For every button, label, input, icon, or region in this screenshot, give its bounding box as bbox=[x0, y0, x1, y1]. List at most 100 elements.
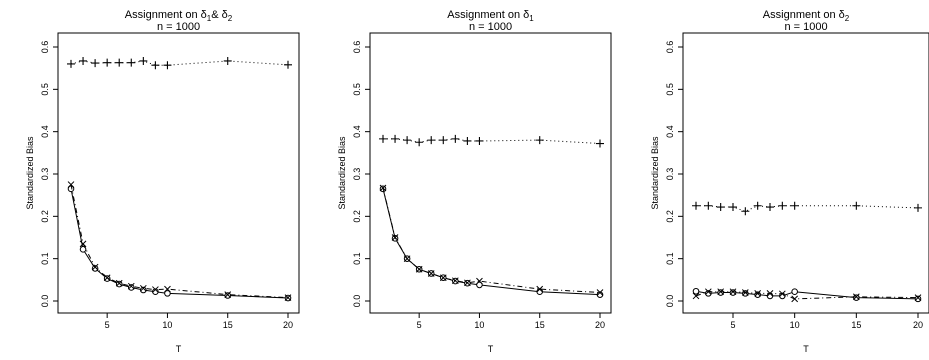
data-point-plus bbox=[914, 203, 922, 212]
title-text: & δ bbox=[211, 9, 228, 21]
series-line bbox=[695, 290, 919, 300]
data-point-plus bbox=[151, 61, 160, 70]
x-axis-label: T bbox=[488, 344, 494, 354]
x-tick-label: 15 bbox=[535, 320, 545, 330]
y-tick-label: 0.3 bbox=[40, 168, 50, 181]
chart-subtitle: n = 1000 bbox=[157, 21, 200, 33]
series-line bbox=[383, 138, 601, 144]
x-tick-label: 5 bbox=[417, 320, 422, 330]
series-cross bbox=[692, 288, 922, 303]
data-point-plus bbox=[463, 136, 472, 145]
data-point-circle bbox=[742, 290, 749, 297]
series-circle bbox=[379, 185, 604, 298]
data-point-cross bbox=[379, 184, 387, 192]
data-point-cross bbox=[284, 294, 292, 301]
x-tick-label: 5 bbox=[105, 320, 110, 330]
series-line bbox=[70, 188, 289, 299]
data-point-circle bbox=[476, 281, 483, 289]
data-point-cross bbox=[91, 263, 99, 271]
data-point-cross bbox=[103, 274, 111, 282]
series-plus bbox=[379, 134, 604, 148]
data-point-cross bbox=[115, 279, 123, 287]
data-point-cross bbox=[754, 290, 762, 297]
y-tick-label: 0.1 bbox=[40, 252, 50, 265]
data-point-plus bbox=[852, 201, 861, 210]
data-point-circle bbox=[164, 290, 171, 297]
data-point-plus bbox=[223, 56, 232, 65]
data-point-cross bbox=[427, 270, 435, 277]
data-point-plus bbox=[790, 201, 799, 210]
data-point-cross bbox=[127, 282, 135, 290]
x-tick-label: 20 bbox=[913, 320, 923, 330]
data-point-plus bbox=[729, 203, 737, 212]
y-tick-label: 0.3 bbox=[352, 168, 362, 181]
x-tick-label: 5 bbox=[730, 320, 735, 330]
data-point-cross bbox=[451, 277, 459, 285]
series-circle bbox=[692, 287, 922, 303]
data-point-circle bbox=[717, 289, 724, 296]
data-point-cross bbox=[778, 290, 786, 298]
series-cross bbox=[67, 181, 292, 301]
title-subscript: 1 bbox=[529, 14, 534, 23]
data-point-cross bbox=[791, 295, 799, 303]
y-tick-label: 0.1 bbox=[665, 252, 675, 265]
plot-frame bbox=[369, 32, 612, 314]
data-point-plus bbox=[403, 136, 412, 145]
chart-subtitle: n = 1000 bbox=[469, 21, 512, 33]
data-point-plus bbox=[451, 134, 460, 143]
data-point-circle bbox=[791, 288, 798, 295]
data-point-cross bbox=[139, 284, 147, 292]
data-point-cross bbox=[67, 181, 75, 188]
data-point-cross bbox=[717, 288, 725, 296]
title-text: Assignment on δ bbox=[125, 9, 207, 21]
data-point-plus bbox=[596, 139, 604, 148]
x-tick-label: 20 bbox=[595, 320, 605, 330]
y-tick-label: 0.4 bbox=[352, 125, 362, 138]
data-point-plus bbox=[427, 136, 436, 145]
y-tick-label: 0.0 bbox=[352, 295, 362, 308]
series-line bbox=[696, 205, 919, 212]
data-point-cross bbox=[852, 293, 860, 301]
x-tick-label: 10 bbox=[162, 320, 172, 330]
data-point-cross bbox=[476, 277, 483, 285]
y-tick-label: 0.5 bbox=[40, 83, 50, 96]
data-point-cross bbox=[704, 288, 712, 296]
chart-title: Assignment on δ2 bbox=[763, 9, 850, 23]
chart-subtitle: n = 1000 bbox=[784, 21, 827, 33]
data-point-plus bbox=[79, 56, 88, 65]
data-point-plus bbox=[753, 201, 762, 210]
y-tick-label: 0.2 bbox=[352, 210, 362, 223]
data-point-plus bbox=[778, 201, 787, 210]
data-point-plus bbox=[127, 58, 136, 67]
x-tick-label: 15 bbox=[851, 320, 861, 330]
y-tick-label: 0.5 bbox=[352, 83, 362, 96]
data-point-cross bbox=[79, 240, 87, 248]
y-tick-label: 0.4 bbox=[665, 125, 675, 138]
data-point-cross bbox=[596, 289, 604, 296]
data-point-cross bbox=[224, 291, 232, 299]
data-point-plus bbox=[704, 201, 713, 210]
chart-panel-1: Assignment on δ1& δ2n = 10000.00.10.20.3… bbox=[25, 9, 300, 354]
chart-title: Assignment on δ1 bbox=[447, 9, 534, 23]
data-point-plus bbox=[692, 201, 700, 210]
data-point-cross bbox=[729, 288, 737, 296]
data-point-circle bbox=[103, 275, 111, 282]
data-point-cross bbox=[464, 279, 471, 287]
chart-title: Assignment on δ1& δ2 bbox=[125, 9, 233, 23]
data-point-plus bbox=[475, 136, 484, 145]
y-tick-label: 0.1 bbox=[352, 252, 362, 265]
x-tick-label: 10 bbox=[790, 320, 800, 330]
data-point-cross bbox=[391, 234, 399, 241]
title-subscript: 2 bbox=[845, 14, 850, 23]
data-point-cross bbox=[403, 255, 411, 263]
x-axis-label: T bbox=[803, 344, 809, 354]
data-point-plus bbox=[163, 61, 172, 70]
data-point-circle bbox=[224, 292, 232, 299]
y-tick-label: 0.6 bbox=[40, 41, 50, 54]
series-line bbox=[382, 188, 601, 296]
data-point-plus bbox=[284, 60, 292, 69]
data-point-plus bbox=[439, 136, 448, 145]
data-point-plus bbox=[379, 134, 387, 143]
x-tick-label: 10 bbox=[474, 320, 484, 330]
data-point-plus bbox=[741, 207, 750, 216]
